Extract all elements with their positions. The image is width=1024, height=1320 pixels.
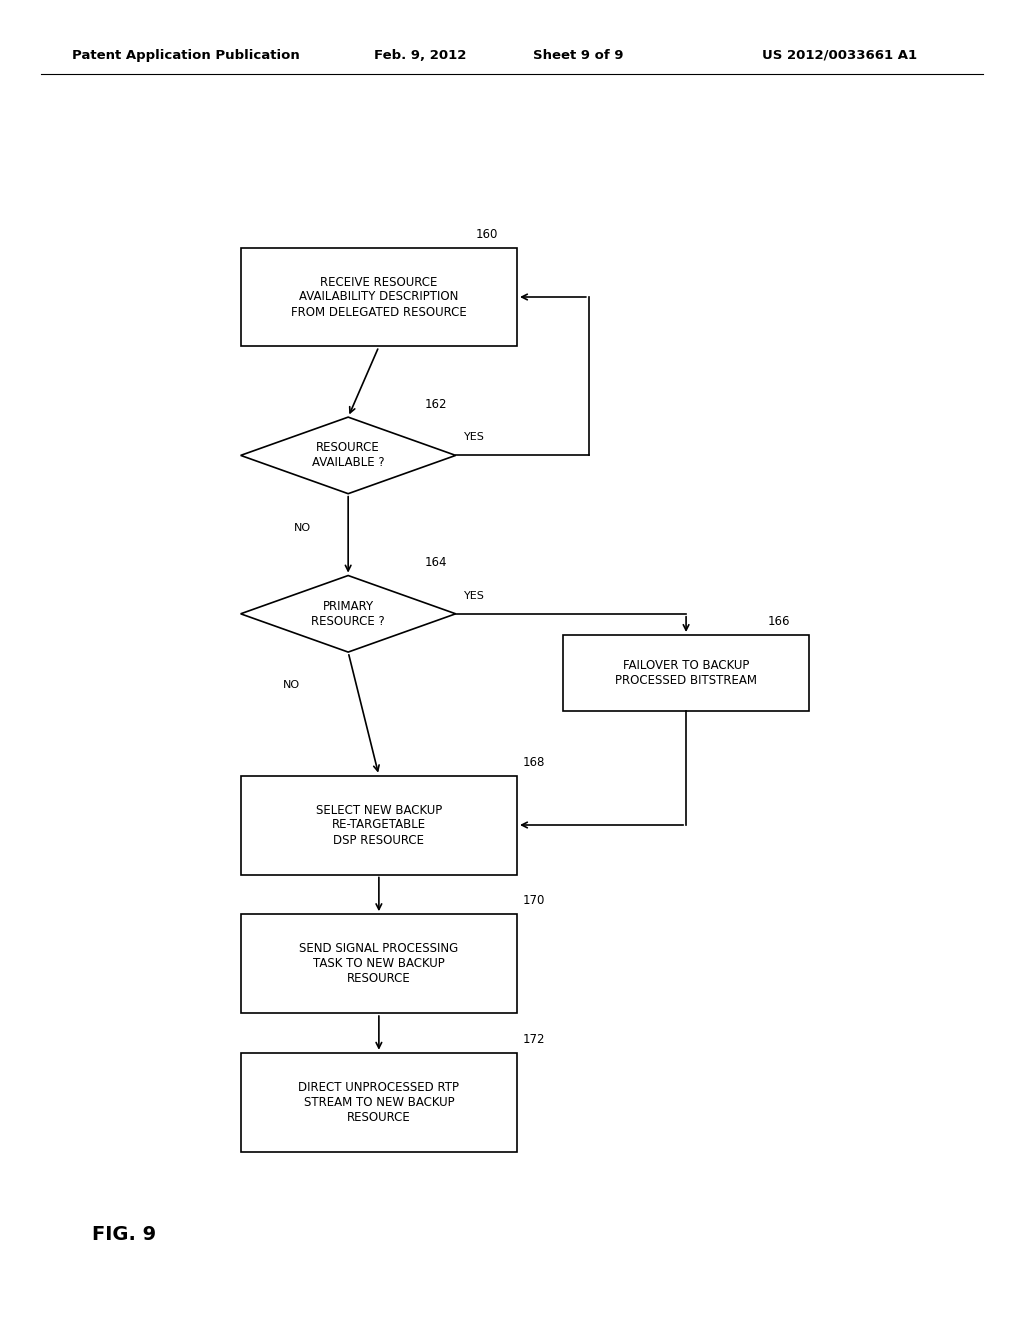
Polygon shape — [241, 576, 456, 652]
Text: NO: NO — [294, 523, 310, 533]
Text: US 2012/0033661 A1: US 2012/0033661 A1 — [762, 49, 918, 62]
Text: 162: 162 — [425, 397, 447, 411]
Text: YES: YES — [464, 590, 484, 601]
Text: YES: YES — [464, 432, 484, 442]
Text: RESOURCE
AVAILABLE ?: RESOURCE AVAILABLE ? — [312, 441, 384, 470]
Text: Feb. 9, 2012: Feb. 9, 2012 — [374, 49, 466, 62]
Text: 170: 170 — [522, 895, 545, 908]
Text: FIG. 9: FIG. 9 — [92, 1225, 157, 1243]
Text: 164: 164 — [425, 556, 447, 569]
Text: Sheet 9 of 9: Sheet 9 of 9 — [534, 49, 624, 62]
Text: SELECT NEW BACKUP
RE-TARGETABLE
DSP RESOURCE: SELECT NEW BACKUP RE-TARGETABLE DSP RESO… — [315, 804, 442, 846]
Text: FAILOVER TO BACKUP
PROCESSED BITSTREAM: FAILOVER TO BACKUP PROCESSED BITSTREAM — [615, 659, 757, 688]
Text: NO: NO — [284, 680, 300, 690]
Text: Patent Application Publication: Patent Application Publication — [72, 49, 299, 62]
Polygon shape — [241, 417, 456, 494]
Text: PRIMARY
RESOURCE ?: PRIMARY RESOURCE ? — [311, 599, 385, 628]
FancyBboxPatch shape — [563, 635, 809, 711]
FancyBboxPatch shape — [241, 1053, 517, 1151]
Text: 160: 160 — [476, 228, 499, 242]
Text: RECEIVE RESOURCE
AVAILABILITY DESCRIPTION
FROM DELEGATED RESOURCE: RECEIVE RESOURCE AVAILABILITY DESCRIPTIO… — [291, 276, 467, 318]
Text: 166: 166 — [768, 615, 791, 628]
Text: 172: 172 — [522, 1034, 545, 1045]
Text: 168: 168 — [522, 756, 545, 768]
Text: SEND SIGNAL PROCESSING
TASK TO NEW BACKUP
RESOURCE: SEND SIGNAL PROCESSING TASK TO NEW BACKU… — [299, 942, 459, 985]
Text: DIRECT UNPROCESSED RTP
STREAM TO NEW BACKUP
RESOURCE: DIRECT UNPROCESSED RTP STREAM TO NEW BAC… — [298, 1081, 460, 1123]
FancyBboxPatch shape — [241, 776, 517, 874]
FancyBboxPatch shape — [241, 913, 517, 1014]
FancyBboxPatch shape — [241, 248, 517, 346]
